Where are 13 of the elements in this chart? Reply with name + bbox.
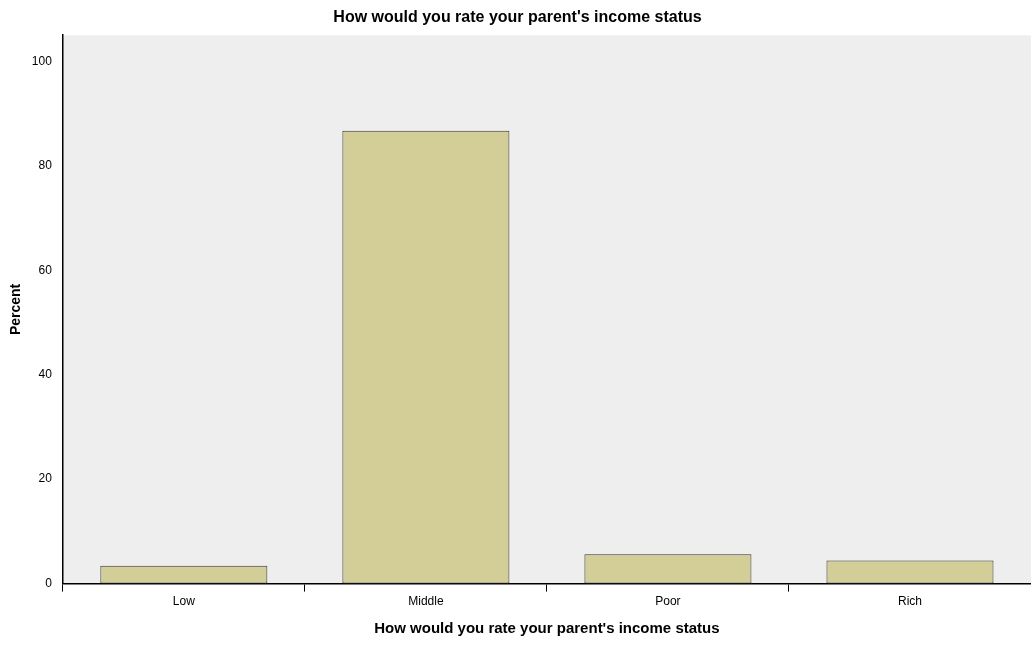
chart-title: How would you rate your parent's income status <box>333 8 702 26</box>
y-axis-title: Percent <box>7 283 24 336</box>
y-tick-label: 60 <box>38 262 53 277</box>
x-axis-title: How would you rate your parent's income status <box>374 619 720 637</box>
x-tick-label: Rich <box>897 594 922 609</box>
y-tick-label: 0 <box>45 575 53 590</box>
x-tick-label: Middle <box>408 594 444 609</box>
y-tick-label: 80 <box>38 158 53 173</box>
y-tick-label: 100 <box>31 53 53 68</box>
x-tick-label: Low <box>172 594 196 609</box>
y-tick-label: 20 <box>38 471 53 486</box>
y-tick-label: 40 <box>38 367 53 381</box>
x-tick-label: Poor <box>655 594 681 609</box>
